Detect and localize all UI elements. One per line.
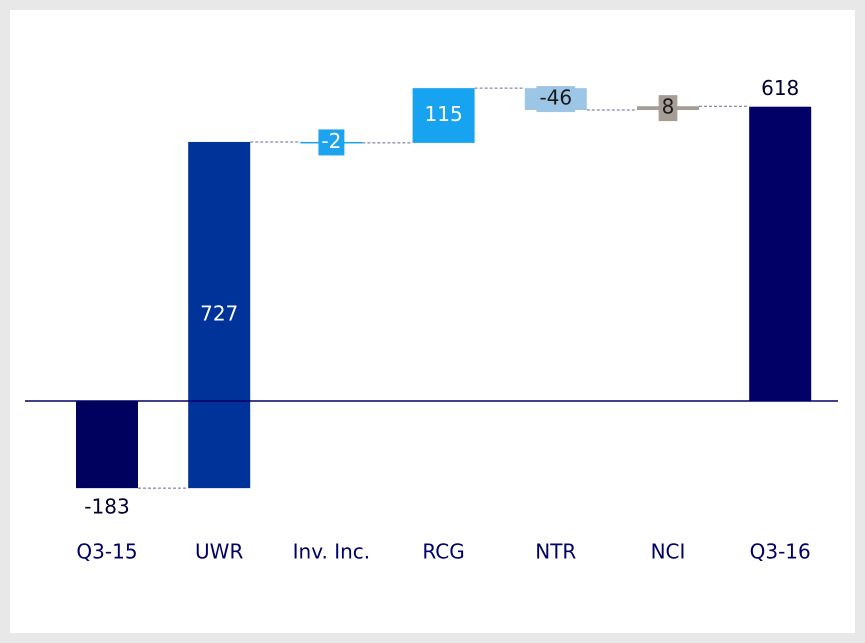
data-label: -46 <box>539 86 572 110</box>
label-box <box>658 95 678 122</box>
x-tick-label: NCI <box>651 540 686 564</box>
bar <box>188 141 251 489</box>
bar <box>76 401 138 489</box>
label-box <box>536 86 576 113</box>
data-label: 727 <box>200 302 238 326</box>
bar <box>412 88 475 143</box>
data-label: 8 <box>662 95 675 119</box>
x-tick-label: Inv. Inc. <box>293 540 371 564</box>
data-label: -183 <box>84 495 129 519</box>
x-tick-label: Q3-15 <box>76 540 137 564</box>
data-label: -2 <box>321 129 341 153</box>
bar <box>749 106 812 401</box>
x-tick-label: RCG <box>422 540 464 564</box>
data-label: 618 <box>761 76 799 100</box>
x-tick-label: UWR <box>195 540 243 564</box>
x-tick-label: Q3-16 <box>750 540 811 564</box>
label-box <box>318 129 345 156</box>
data-label: 115 <box>425 102 463 126</box>
x-tick-label: NTR <box>535 540 576 564</box>
